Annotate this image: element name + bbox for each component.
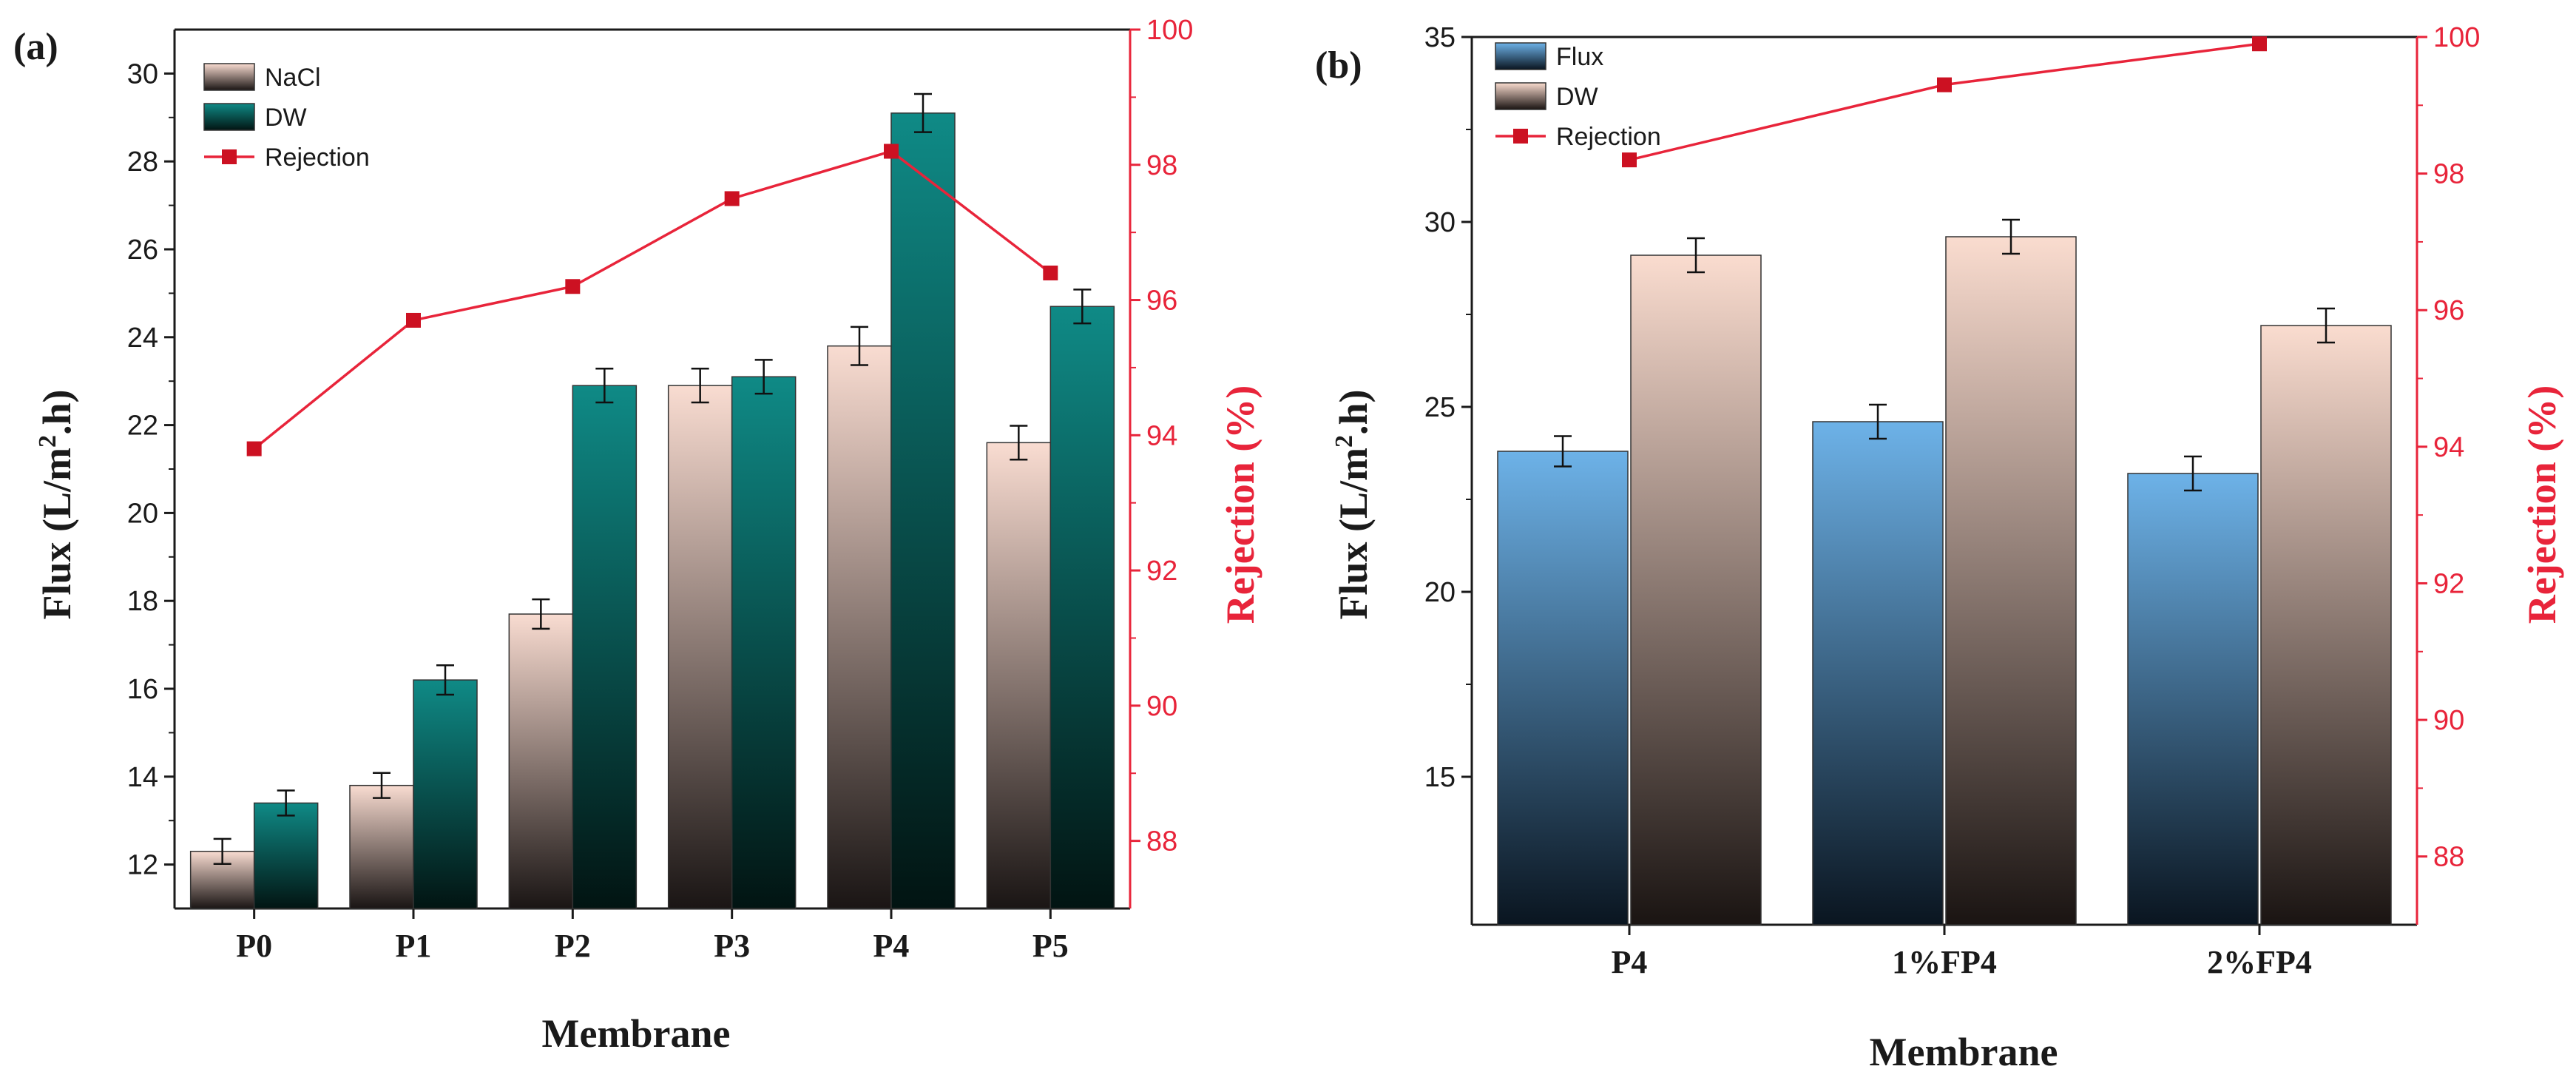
bar-nacl-P2 — [508, 613, 574, 909]
bar-dw-1%FP4 — [1945, 236, 2077, 926]
rejection-point-P0 — [246, 441, 262, 456]
rejection-line — [1629, 42, 2260, 161]
legend-label-nacl: NaCl — [265, 64, 321, 92]
bar-dw-P4 — [890, 112, 956, 909]
y2-tick-label: 98 — [2433, 159, 2464, 190]
legend-label-rejection: Rejection — [265, 144, 370, 172]
y-tick-label: 12 — [127, 850, 158, 881]
rejection-point-1%FP4 — [1937, 77, 1952, 92]
bar-flux-2%FP4 — [2127, 473, 2259, 926]
bar-dw-P0 — [253, 802, 319, 909]
legend-a: NaCl DW Rejection — [203, 63, 370, 172]
legend-swatch-rejection-marker — [1513, 129, 1528, 144]
x-tick-label: 2%FP4 — [2207, 944, 2312, 980]
rejection-point-P4 — [1622, 152, 1637, 168]
y2-tick-label: 96 — [1146, 286, 1177, 317]
y2-tick-label: 92 — [2433, 568, 2464, 599]
y2-tick-label: 90 — [2433, 705, 2464, 736]
y2-tick-label: 96 — [2433, 295, 2464, 326]
y-tick-label: 35 — [1424, 22, 1456, 53]
bar-nacl-P1 — [349, 784, 414, 909]
rejection-point-P4 — [884, 144, 899, 159]
y-axis-title-b: Flux (L/m2.h) — [1331, 389, 1376, 619]
y2-tick-label: 90 — [1146, 691, 1177, 722]
bar-nacl-P4 — [827, 345, 892, 909]
y-tick-label: 20 — [1424, 577, 1456, 608]
y2-tick-label: 100 — [2433, 22, 2480, 53]
y2-tick-label: 94 — [1146, 420, 1177, 451]
y-tick-label: 30 — [1424, 207, 1456, 238]
x-axis-title-b: Membrane — [1870, 1030, 2058, 1074]
legend-swatch-flux — [1495, 42, 1546, 70]
bar-dw-P2 — [572, 385, 638, 909]
rejection-point-P2 — [565, 279, 581, 294]
bar-nacl-P5 — [986, 442, 1052, 909]
y-tick-label: 25 — [1424, 392, 1456, 423]
rejection-point-P1 — [406, 312, 421, 328]
legend-label-dw: DW — [1556, 83, 1598, 111]
panel-label-a: (a) — [13, 26, 58, 68]
y-tick-label: 22 — [127, 411, 158, 442]
chart-panel-a: (a) 12 14 16 18 20 22 24 26 28 30 88 90 92 94 96 98 100 P… — [13, 15, 1262, 1056]
plot-area-a: 12 14 16 18 20 22 24 26 28 30 88 90 92 94 96 98 100 P0 P1 P… — [127, 15, 1194, 964]
y-tick-label: 18 — [127, 586, 158, 617]
legend-label-rejection: Rejection — [1556, 123, 1661, 151]
y-axis-title-a: Flux (L/m2.h) — [34, 389, 79, 619]
bar-dw-P4 — [1630, 254, 1762, 926]
y-tick-label: 30 — [127, 58, 158, 90]
x-tick-label: P0 — [236, 928, 272, 964]
y-tick-label: 26 — [127, 235, 158, 266]
x-tick-label: P4 — [1612, 944, 1648, 980]
bar-flux-P4 — [1497, 451, 1629, 926]
y2-tick-label: 88 — [2433, 842, 2464, 873]
legend-swatch-dw — [203, 103, 255, 131]
bar-flux-1%FP4 — [1812, 421, 1944, 926]
rejection-point-P3 — [724, 191, 740, 206]
bar-dw-P1 — [413, 679, 478, 909]
legend-label-flux: Flux — [1556, 43, 1603, 71]
x-tick-label: P4 — [873, 928, 910, 964]
x-tick-label: P1 — [396, 928, 432, 964]
rejection-point-2%FP4 — [2252, 36, 2267, 52]
y-tick-label: 16 — [127, 674, 158, 705]
bar-nacl-P3 — [667, 385, 733, 909]
y-tick-label: 28 — [127, 146, 158, 178]
y2-tick-label: 100 — [1146, 15, 1193, 46]
plot-area-b: 15 20 25 30 35 88 90 92 94 96 98 100 P4 1%FP4 2%FP4 — [1424, 22, 2481, 980]
legend-swatch-rejection-marker — [222, 149, 237, 164]
y2-axis-title-a: Rejection (%) — [1218, 385, 1262, 624]
legend-swatch-dw — [1495, 82, 1546, 110]
y2-tick-label: 92 — [1146, 556, 1177, 587]
x-tick-label: P3 — [714, 928, 750, 964]
rejection-point-P5 — [1043, 265, 1058, 280]
x-tick-label: 1%FP4 — [1892, 944, 1997, 980]
y-tick-label: 20 — [127, 498, 158, 529]
y-tick-label: 24 — [127, 323, 158, 354]
legend-label-dw: DW — [265, 104, 307, 132]
chart-panel-b: (b) 15 20 25 30 35 88 90 92 94 96 98 100 P4 1%FP4 2%FP… — [1315, 22, 2564, 1074]
y2-tick-label: 88 — [1146, 826, 1177, 857]
y2-axis-title-b: Rejection (%) — [2520, 385, 2564, 624]
legend-swatch-nacl — [203, 63, 255, 91]
bar-dw-P3 — [731, 376, 797, 909]
y-tick-label: 14 — [127, 762, 158, 793]
y2-tick-label: 98 — [1146, 150, 1177, 181]
rejection-line — [253, 149, 1052, 450]
bar-dw-2%FP4 — [2260, 325, 2392, 926]
panel-label-b: (b) — [1315, 44, 1362, 87]
x-tick-label: P2 — [555, 928, 591, 964]
bar-dw-P5 — [1049, 306, 1115, 909]
y-tick-label: 15 — [1424, 762, 1456, 793]
x-axis-title-a: Membrane — [542, 1011, 731, 1056]
legend-b: Flux DW Rejection — [1495, 42, 1661, 151]
y2-tick-label: 94 — [2433, 432, 2464, 463]
x-tick-label: P5 — [1032, 928, 1069, 964]
